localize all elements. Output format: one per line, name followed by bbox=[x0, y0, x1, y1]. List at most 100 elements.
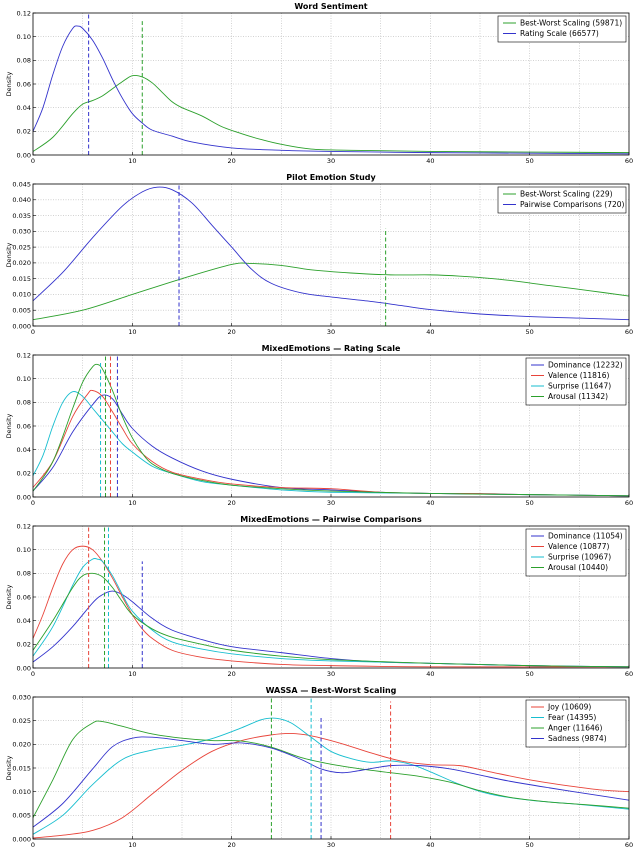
legend-entry-3: Surprise (10967) bbox=[548, 553, 611, 562]
y-tick-label: 0.005 bbox=[12, 307, 31, 315]
y-tick-label: 0.040 bbox=[12, 196, 31, 204]
legend: Dominance (11054)Valence (10877) Surprise… bbox=[525, 528, 627, 577]
plot-frame bbox=[32, 354, 630, 498]
x-tick-label: 10 bbox=[128, 841, 136, 849]
plot-frame bbox=[32, 12, 630, 156]
legend-box bbox=[497, 15, 627, 43]
legend-entry-2: Valence (11816) bbox=[548, 371, 610, 380]
legend-entry-1: Joy (10609) bbox=[547, 703, 591, 712]
chart-panel-5: WASSA — Best-Worst Scaling Density 0 10 20 30… bbox=[5, 686, 633, 849]
y-tick-label: 0.08 bbox=[17, 570, 31, 578]
series-line-1 bbox=[32, 262, 630, 321]
series-line-3 bbox=[32, 557, 630, 668]
chart-title: MixedEmotions — Pairwise Comparisons bbox=[240, 515, 422, 524]
x-tick-label: 50 bbox=[526, 157, 534, 165]
y-tick-label: 0.04 bbox=[17, 446, 31, 454]
legend-entry-4: Arousal (11342) bbox=[548, 392, 608, 401]
plot-frame bbox=[32, 183, 630, 327]
legend: Best-Worst Scaling (59871)Rating Scale (… bbox=[497, 15, 627, 43]
series-line-4 bbox=[32, 363, 630, 497]
y-tick-label: 0.06 bbox=[17, 422, 31, 430]
legend-box bbox=[525, 357, 627, 406]
legend-box bbox=[525, 528, 627, 577]
y-axis-label: Density bbox=[5, 71, 13, 96]
x-tick-label: 10 bbox=[128, 157, 136, 165]
x-tick-label: 30 bbox=[327, 670, 335, 678]
x-tick-label: 50 bbox=[526, 328, 534, 336]
y-tick-label: 0.10 bbox=[17, 33, 31, 41]
chart-panel-4: MixedEmotions — Pairwise Comparisons Dens… bbox=[5, 515, 633, 678]
x-tick-label: 40 bbox=[426, 157, 434, 165]
y-tick-label: 0.10 bbox=[17, 546, 31, 554]
x-tick-label: 0 bbox=[31, 670, 35, 678]
legend-entry-2: Rating Scale (66577) bbox=[520, 29, 599, 38]
legend-entry-1: Dominance (12232) bbox=[548, 361, 623, 370]
y-tick-label: 0.06 bbox=[17, 80, 31, 88]
y-tick-label: 0.045 bbox=[12, 180, 31, 188]
x-tick-label: 40 bbox=[426, 670, 434, 678]
legend: Best-Worst Scaling (229)Pairwise Compari… bbox=[497, 186, 627, 214]
series-line-2 bbox=[32, 25, 630, 155]
y-tick-label: 0.00 bbox=[17, 664, 31, 672]
y-tick-label: 0.015 bbox=[12, 275, 31, 283]
series-line-1 bbox=[32, 732, 630, 839]
y-tick-label: 0.00 bbox=[17, 493, 31, 501]
x-tick-label: 60 bbox=[625, 499, 633, 507]
x-tick-label: 20 bbox=[228, 670, 236, 678]
x-tick-label: 20 bbox=[228, 328, 236, 336]
legend-entry-1: Best-Worst Scaling (59871) bbox=[520, 19, 622, 28]
series-line-4 bbox=[32, 736, 630, 828]
y-tick-label: 0.02 bbox=[17, 641, 31, 649]
x-tick-label: 50 bbox=[526, 499, 534, 507]
series-line-4 bbox=[32, 572, 630, 668]
x-tick-label: 20 bbox=[228, 157, 236, 165]
chart-title: WASSA — Best-Worst Scaling bbox=[266, 686, 397, 695]
x-tick-label: 40 bbox=[426, 328, 434, 336]
x-tick-label: 30 bbox=[327, 157, 335, 165]
x-tick-label: 10 bbox=[128, 499, 136, 507]
legend-entry-4: Arousal (10440) bbox=[548, 563, 608, 572]
x-tick-label: 30 bbox=[327, 499, 335, 507]
y-tick-label: 0.02 bbox=[17, 128, 31, 136]
y-tick-label: 0.035 bbox=[12, 212, 31, 220]
x-tick-label: 60 bbox=[625, 157, 633, 165]
legend-box bbox=[497, 186, 627, 214]
y-axis-label: Density bbox=[5, 584, 13, 609]
legend-entry-4: Sadness (9874) bbox=[548, 734, 607, 743]
y-tick-label: 0.010 bbox=[12, 788, 31, 796]
chart-title: Word Sentiment bbox=[294, 2, 367, 11]
y-tick-label: 0.030 bbox=[12, 693, 31, 701]
x-tick-label: 60 bbox=[625, 841, 633, 849]
y-tick-label: 0.00 bbox=[17, 151, 31, 159]
y-tick-label: 0.015 bbox=[12, 764, 31, 772]
y-tick-label: 0.010 bbox=[12, 291, 31, 299]
x-tick-label: 0 bbox=[31, 499, 35, 507]
y-axis-label: Density bbox=[5, 755, 13, 780]
y-tick-label: 0.10 bbox=[17, 375, 31, 383]
x-tick-label: 20 bbox=[228, 841, 236, 849]
x-tick-label: 20 bbox=[228, 499, 236, 507]
y-tick-label: 0.04 bbox=[17, 617, 31, 625]
legend-entry-2: Fear (14395) bbox=[548, 713, 596, 722]
legend-entry-1: Dominance (11054) bbox=[548, 532, 623, 541]
plot-frame bbox=[32, 525, 630, 669]
x-tick-label: 40 bbox=[426, 499, 434, 507]
x-tick-label: 0 bbox=[31, 841, 35, 849]
legend-entry-3: Anger (11646) bbox=[548, 724, 603, 733]
x-tick-label: 50 bbox=[526, 841, 534, 849]
y-tick-label: 0.12 bbox=[17, 351, 31, 359]
y-axis-label: Density bbox=[5, 413, 13, 438]
legend: Dominance (12232)Valence (11816) Surprise… bbox=[525, 357, 627, 406]
y-tick-label: 0.020 bbox=[12, 259, 31, 267]
x-tick-label: 0 bbox=[31, 157, 35, 165]
legend-entry-2: Valence (10877) bbox=[548, 542, 610, 551]
legend-entry-1: Best-Worst Scaling (229) bbox=[520, 190, 613, 199]
chart-title: Pilot Emotion Study bbox=[286, 173, 376, 182]
chart-panel-2: Pilot Emotion Study Density 0 10 20 30 40 50 60 0… bbox=[5, 173, 633, 336]
y-axis-label: Density bbox=[5, 242, 13, 267]
y-tick-label: 0.08 bbox=[17, 57, 31, 65]
y-tick-label: 0.000 bbox=[12, 322, 31, 330]
series-line-3 bbox=[32, 720, 630, 818]
x-tick-label: 0 bbox=[31, 328, 35, 336]
